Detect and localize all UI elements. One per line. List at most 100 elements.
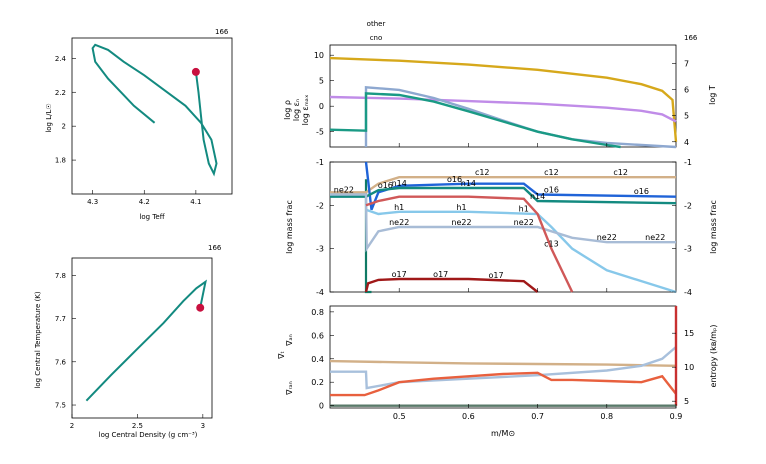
mid-series-ne22	[330, 193, 676, 253]
mid-series-o16	[364, 161, 677, 211]
hr-frame	[71, 37, 233, 195]
mid-ytick-label: -4	[316, 288, 324, 297]
bottom-xtick-label: 0.6	[462, 412, 475, 421]
mid-series-label: o16	[447, 175, 462, 184]
mid-series-label: c12	[544, 168, 559, 177]
mid-series-label: ne22	[389, 218, 409, 227]
mid-ytick-label: -1	[316, 158, 324, 167]
rho-t-xtick-label: 2	[70, 422, 74, 430]
profile-bottom-panel: 0 0.2 0.4 0.6 0.8 5 10 15 0.5 0.6 0.7 0.8 0.9 m/M⊙ ∇…	[277, 305, 718, 438]
mid-ytick-right-label: -3	[684, 245, 692, 254]
mid-ytick-label: -3	[316, 245, 324, 254]
rho-t-xlabel: log Central Density (g cm⁻³)	[99, 431, 198, 439]
top-ytick-right-label: 4	[684, 138, 689, 147]
bottom-xtick-label: 0.9	[670, 412, 683, 421]
label-log-eps-nuc: log εₙ	[292, 99, 301, 121]
top-ytick-label: 5	[319, 77, 324, 86]
top-ytick-right-label: 7	[684, 59, 689, 68]
profile-model-number: 166	[684, 34, 698, 42]
bottom-ytick-label: 0	[319, 402, 324, 411]
profile-top-panel: other cno 166 -5 0 5 10 4 5 6 7 log ρ log εₙ lo…	[283, 20, 717, 149]
mid-series-label: ne22	[645, 233, 665, 242]
label-log-rho: log ρ	[283, 100, 292, 120]
top-ytick-label: 10	[314, 51, 324, 60]
mid-series-c12	[330, 176, 676, 194]
bottom-ytick-label: 0.6	[311, 331, 324, 340]
mid-ylabel-right: log mass frac	[709, 200, 718, 254]
mid-series-label: n14	[530, 192, 545, 201]
hr-ytick-label: 2.2	[55, 89, 66, 97]
hr-xtick-label: 4.2	[139, 198, 150, 206]
profile-mid-frame	[329, 161, 677, 293]
hr-current-marker	[191, 67, 200, 76]
top-series-line	[329, 56, 678, 142]
mid-series-label: o16	[378, 181, 393, 190]
bottom-ytick-label: 0.2	[311, 378, 324, 387]
mid-ytick-right-label: -2	[684, 201, 692, 210]
hr-xlabel: log Teff	[139, 213, 164, 221]
mid-series-label: h1	[394, 203, 404, 212]
bottom-ytick-right-label: 10	[684, 363, 694, 372]
label-grad-rad: ∇ᵣₐₙ	[285, 381, 294, 396]
hr-ylabel: log L/L☉	[45, 103, 53, 132]
top-ytick-label: -5	[316, 128, 324, 137]
mid-series-label: c12	[613, 168, 628, 177]
mid-series-label: ne22	[451, 218, 471, 227]
rho-t-diagram: 166 log Central Density (g cm⁻³) log Cen…	[34, 244, 222, 439]
mid-series-label: h1	[456, 203, 466, 212]
rho-t-track	[85, 279, 207, 402]
mid-series-label: n14	[392, 179, 407, 188]
label-grad-ad: ∇ₐₙ	[285, 334, 294, 347]
bottom-xtick-label: 0.7	[531, 412, 544, 421]
top-ytick-right-label: 6	[684, 85, 689, 94]
mid-series-label: ne22	[597, 233, 617, 242]
bottom-xtick-label: 0.5	[393, 412, 406, 421]
profile-top-frame	[329, 44, 677, 148]
hr-diagram: 166 log Teff log L/L☉ 4.3 4.2 4.1 1.8 2 2.2 2.…	[45, 28, 233, 221]
bottom-ytick-right-label: 5	[684, 397, 689, 406]
mid-series-label: ne22	[334, 186, 354, 195]
bottom-ytick-label: 0.8	[311, 308, 324, 317]
mid-ylabel-left: log mass frac	[285, 200, 294, 254]
entropy-ylabel: entropy (kʙ/mₚ)	[709, 325, 718, 388]
hr-model-number: 166	[215, 28, 229, 36]
mid-series-label: o16	[634, 187, 649, 196]
top-series-line	[364, 86, 677, 149]
mid-ytick-label: -2	[316, 201, 324, 210]
label-cno: cno	[370, 34, 383, 42]
mid-series-label: n14	[461, 179, 476, 188]
mid-series-label: o17	[489, 271, 504, 280]
mid-series-label: o17	[433, 270, 448, 279]
mid-series-o17	[364, 277, 539, 293]
label-log-eps-max: log εₘₐₓ	[301, 94, 310, 125]
hr-track	[91, 43, 218, 177]
mid-ytick-right-label: -1	[684, 158, 692, 167]
mid-series-label: h1	[519, 205, 529, 214]
profile-xlabel: m/M⊙	[491, 429, 515, 438]
top-ytick-label: 0	[319, 102, 324, 111]
rho-t-model-number: 166	[208, 244, 222, 252]
hr-ytick-label: 2.4	[55, 55, 67, 63]
hr-xtick-label: 4.1	[190, 198, 201, 206]
mid-series-label: ne22	[514, 218, 534, 227]
top-ytick-right-label: 5	[684, 112, 689, 121]
hr-ytick-label: 2	[62, 123, 66, 131]
label-log-t: log T	[708, 85, 717, 105]
rho-t-ytick-label: 7.8	[55, 272, 66, 280]
label-grad-t: ∇ₜ	[277, 351, 286, 360]
mid-series-label: o16	[544, 186, 559, 195]
bottom-series-line	[330, 371, 677, 397]
mid-series-n14	[330, 186, 677, 205]
mid-series-label: c13	[544, 240, 559, 249]
mid-series-label: c12	[475, 168, 490, 177]
hr-ytick-label: 1.8	[55, 157, 66, 165]
bottom-ytick-label: 0.4	[311, 355, 324, 364]
rho-t-ylabel: log Central Temperature (K)	[34, 291, 42, 388]
rho-t-current-marker	[196, 303, 205, 312]
rho-t-frame	[71, 257, 213, 419]
rho-t-xtick-label: 2.5	[132, 422, 143, 430]
mid-series-label: o17	[392, 270, 407, 279]
bottom-series-line	[330, 346, 677, 390]
rho-t-ytick-label: 7.6	[55, 358, 67, 366]
